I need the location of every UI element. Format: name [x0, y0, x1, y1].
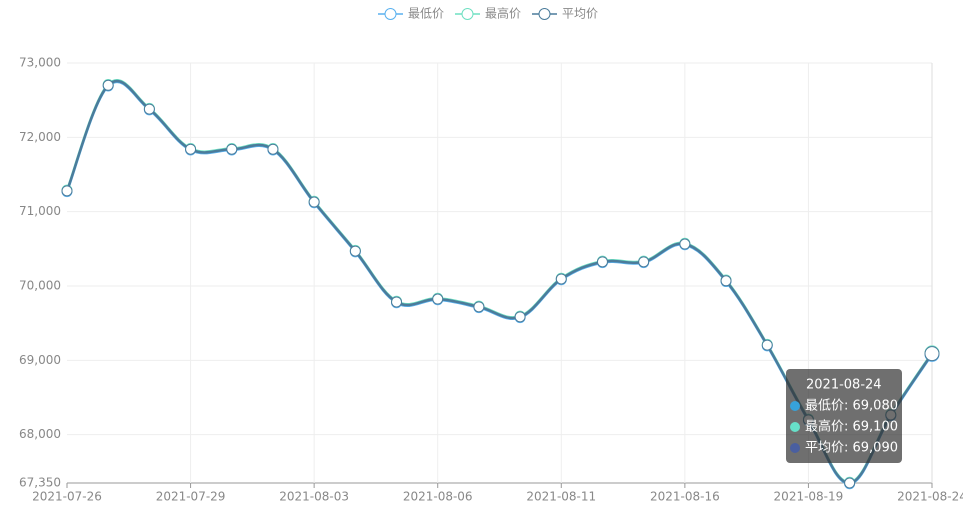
y-tick-label: 71,000	[19, 204, 61, 218]
tooltip-dot	[790, 422, 800, 432]
data-point	[473, 301, 485, 313]
data-point	[844, 477, 856, 489]
data-point	[679, 238, 691, 250]
y-tick-label: 67,350	[19, 476, 61, 490]
y-tick-label: 70,000	[19, 279, 61, 293]
tooltip-dot	[790, 401, 800, 411]
data-point	[638, 256, 650, 268]
tooltip-row: 平均价: 69,090	[805, 441, 898, 456]
tooltip-title: 2021-08-24	[806, 378, 882, 393]
x-tick-label: 2021-08-11	[526, 490, 596, 504]
tooltip: 2021-08-24 最低价: 69,080 最高价: 69,100 平均价: 69,…	[786, 369, 902, 463]
data-point	[102, 79, 114, 91]
data-point	[761, 339, 773, 351]
legend-icon	[461, 8, 474, 20]
legend-label: 最高价	[485, 6, 521, 21]
data-point	[143, 103, 155, 115]
data-point	[514, 311, 526, 323]
y-tick-label: 72,000	[19, 130, 61, 144]
data-point	[720, 275, 732, 287]
legend-icon	[538, 8, 551, 20]
data-point	[226, 143, 238, 155]
y-tick-label: 69,000	[19, 353, 61, 367]
data-point	[61, 185, 73, 197]
x-tick-label: 2021-07-29	[156, 490, 226, 504]
x-tick-label: 2021-07-26	[32, 490, 102, 504]
x-tick-label: 2021-08-06	[403, 490, 473, 504]
y-tick-label: 68,000	[19, 427, 61, 441]
legend-icon	[384, 8, 397, 20]
data-point	[349, 245, 361, 257]
data-point	[267, 143, 279, 155]
legend-label: 平均价	[562, 7, 598, 21]
tooltip-row: 最高价: 69,100	[805, 419, 898, 435]
tooltip-dot	[790, 443, 800, 453]
legend-label: 最低价	[408, 7, 444, 21]
x-tick-label: 2021-08-03	[279, 490, 349, 504]
tooltip-box	[786, 369, 902, 463]
data-point	[924, 346, 940, 362]
x-tick-label: 2021-08-16	[650, 490, 720, 504]
data-point	[432, 293, 444, 305]
x-tick-label: 2021-08-19	[774, 490, 844, 504]
y-tick-label: 73,000	[19, 56, 61, 70]
legend: 最低价 最高价 平均价	[378, 6, 598, 21]
data-point	[391, 296, 403, 308]
data-point	[555, 273, 567, 285]
data-point	[308, 196, 320, 208]
x-tick-label: 2021-08-24	[897, 490, 963, 504]
data-point	[185, 143, 197, 155]
tooltip-row: 最低价: 69,080	[805, 399, 898, 414]
data-point	[596, 256, 608, 268]
